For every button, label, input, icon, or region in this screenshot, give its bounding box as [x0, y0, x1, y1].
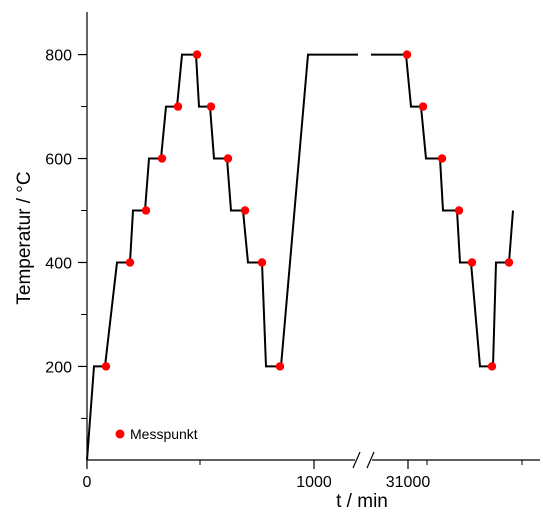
y-tick-label: 800	[45, 48, 72, 65]
measurement-point	[192, 50, 202, 59]
y-axis-title: Temperatur / °C	[14, 171, 35, 304]
axis-break-mark-right	[366, 451, 375, 469]
measurement-point	[240, 206, 250, 215]
y-tick-label: 400	[45, 255, 72, 272]
measurement-points	[101, 50, 514, 371]
legend-marker	[115, 429, 125, 439]
measurement-point	[467, 258, 477, 267]
measurement-point	[437, 154, 447, 163]
y-ticks: 200 400 600 800	[45, 48, 87, 419]
x-axis-title: t / min	[336, 491, 388, 512]
measurement-point	[454, 206, 464, 215]
measurement-point	[223, 154, 233, 163]
x-tick-label: 31000	[386, 474, 431, 491]
x-tick-label: 1000	[296, 474, 332, 491]
measurement-point	[275, 362, 285, 371]
measurement-point	[487, 362, 497, 371]
measurement-point	[257, 258, 267, 267]
legend-label: Messpunkt	[130, 426, 198, 442]
legend: Messpunkt	[115, 426, 198, 442]
axis-break-mark-left	[352, 451, 361, 469]
measurement-point	[206, 102, 216, 111]
axes	[86, 12, 540, 469]
measurement-point	[173, 102, 183, 111]
measurement-point	[101, 362, 111, 371]
y-tick-label: 200	[45, 359, 72, 376]
measurement-point	[418, 102, 428, 111]
y-tick-label: 600	[45, 152, 72, 169]
measurement-point	[157, 154, 167, 163]
measurement-point	[125, 258, 135, 267]
measurement-point	[402, 50, 412, 59]
x-ticks: 0 1000 31000	[83, 460, 523, 491]
x-tick-label: 0	[83, 474, 92, 491]
measurement-point	[141, 206, 151, 215]
measurement-point	[504, 258, 514, 267]
